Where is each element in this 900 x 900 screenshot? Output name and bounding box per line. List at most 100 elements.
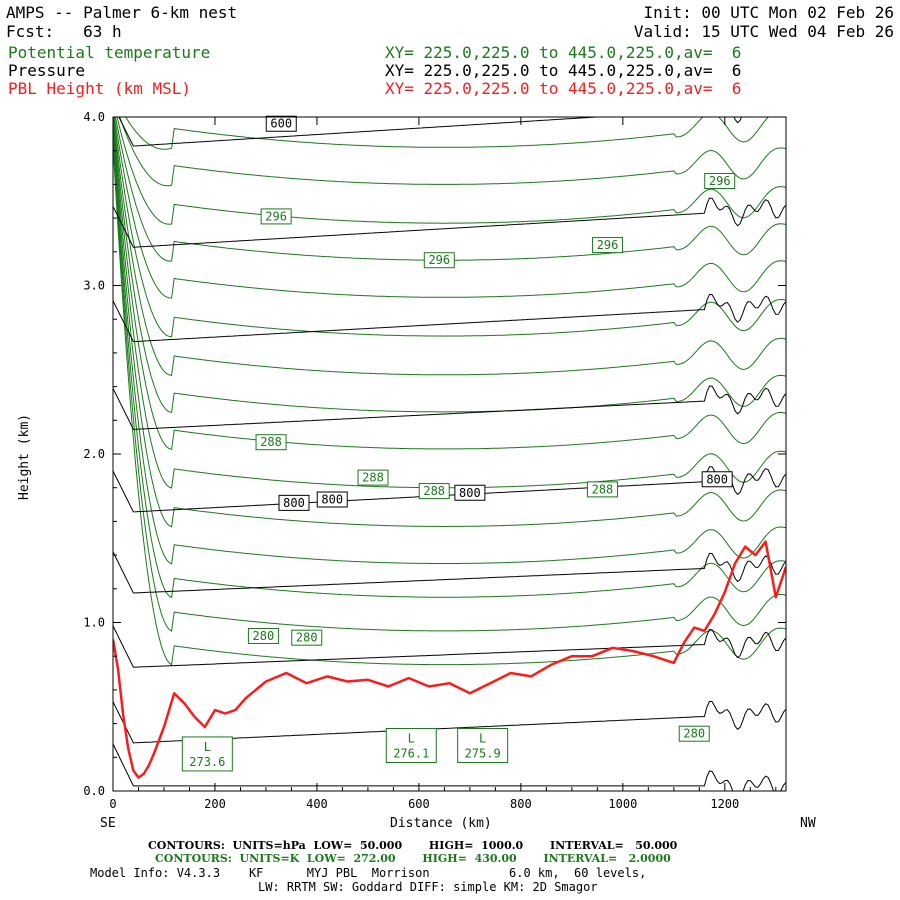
theta-contours <box>113 72 786 666</box>
theta-contour-line <box>113 137 786 599</box>
theta-contour-label-box <box>678 725 710 742</box>
theta-contour-line <box>113 72 786 112</box>
theta-contour-line <box>113 122 786 451</box>
theta-contour-label-box <box>260 208 292 225</box>
theta-contour-line <box>116 117 786 225</box>
theta-contour-label-box <box>357 469 389 486</box>
theta-contour-label-box <box>255 434 287 451</box>
theta-contour-label: 296 <box>597 238 619 252</box>
low-center-value: 275.9 <box>465 747 501 761</box>
theta-contour-label-box <box>423 252 455 269</box>
axes: 0 200 400 600 800 1000 1200 0.0 1.0 2.0 3.0 4.0 <box>83 110 786 811</box>
theta-contour-label: 288 <box>362 471 384 485</box>
valid-time: Valid: 15 UTC Wed 04 Feb 26 <box>633 22 894 41</box>
pressure-contour-label: 800 <box>706 472 728 486</box>
init-time: Init: 00 UTC Mon 02 Feb 26 <box>643 3 894 22</box>
theta-contour-label: 296 <box>709 174 731 188</box>
theta-contour-line <box>113 143 786 666</box>
pbl-height-line <box>113 540 786 779</box>
y-tick-label: 1.0 <box>83 616 105 630</box>
y-tick-label: 0.0 <box>83 784 105 798</box>
pressure-contour-label-box <box>454 484 486 501</box>
low-center-letter: L <box>204 740 211 754</box>
footer-pressure-contours: CONTOURS: UNITS=hPa LOW= 50.000 HIGH= 10… <box>148 839 678 852</box>
theta-contour-line <box>113 117 786 376</box>
pressure-contour-label: 800 <box>321 492 343 506</box>
pressure-contour-label: 800 <box>459 486 481 500</box>
x-tick-label: 200 <box>204 797 226 811</box>
theta-contour-label-box <box>247 627 279 644</box>
x-axis-title: Distance (km) <box>390 816 492 831</box>
pressure-contour-label: 800 <box>283 496 305 510</box>
field-label-pbl: PBL Height (km MSL) <box>8 79 192 98</box>
theta-contour-line <box>113 117 786 338</box>
pressure-contour-label-box <box>701 471 733 488</box>
pressure-contour-line <box>118 117 743 147</box>
theta-contour-line <box>114 117 786 262</box>
pressure-contour-line <box>113 551 786 594</box>
forecast-hour: Fcst: 63 h <box>6 22 122 41</box>
theta-contour-label-box <box>291 629 323 646</box>
y-axis-title: Height (km) <box>17 413 32 500</box>
x-axis-left-end: SE <box>100 816 116 831</box>
pressure-contour-line <box>113 743 786 791</box>
low-center-letter: L <box>479 732 486 746</box>
low-center-value: 276.1 <box>393 747 429 761</box>
x-tick-label: 400 <box>306 797 328 811</box>
pressure-contour-label-box <box>265 115 297 132</box>
chart-title: AMPS -- Palmer 6-km nest <box>6 3 238 22</box>
field-label-pressure: Pressure <box>8 61 86 80</box>
pressure-contour-line <box>113 385 786 430</box>
theta-contour-line <box>113 126 786 489</box>
theta-contour-label-box <box>704 173 736 190</box>
theta-contour-label: 288 <box>592 482 614 496</box>
theta-contour-label: 288 <box>423 484 445 498</box>
x-tick-label: 800 <box>510 797 532 811</box>
field-label-theta: Potential temperature <box>8 43 211 62</box>
x-axis-right-end: NW <box>800 816 816 831</box>
theta-contour-label-box <box>418 483 450 500</box>
theta-contour-line <box>119 117 786 187</box>
y-tick-label: 4.0 <box>83 110 105 124</box>
pressure-contour-line <box>113 625 786 668</box>
pressure-contours <box>113 117 786 791</box>
theta-contour-label-box <box>592 237 624 254</box>
low-center-letter: L <box>408 732 415 746</box>
theta-contour-line <box>113 140 786 632</box>
pressure-contour-line <box>113 293 786 343</box>
contour-labels: 296 296 296 296 288 288 288 288 280 280 280 600 800 8… <box>181 115 736 772</box>
pbl-height-series <box>113 540 786 779</box>
y-tick-label: 3.0 <box>83 279 105 293</box>
theta-contour-line <box>125 117 770 150</box>
theta-contour-label-box <box>586 481 618 498</box>
y-tick-label: 2.0 <box>83 447 105 461</box>
x-tick-label: 0 <box>109 797 116 811</box>
theta-contour-line <box>113 118 786 414</box>
x-tick-label: 600 <box>408 797 430 811</box>
low-center-box <box>457 728 509 764</box>
theta-contour-label: 288 <box>260 435 282 449</box>
low-center-value: 273.6 <box>189 755 225 769</box>
low-center-box <box>181 736 233 772</box>
footer-physics: LW: RRTM SW: Goddard DIFF: simple KM: 2D… <box>258 880 598 894</box>
theta-contour-label: 296 <box>265 209 287 223</box>
pressure-contour-label: 600 <box>270 117 292 131</box>
theta-contour-label: 280 <box>296 631 318 645</box>
theta-contour-line <box>113 117 786 299</box>
xy-theta: XY= 225.0,225.0 to 445.0,225.0,av= 6 <box>385 43 742 62</box>
theta-contour-label: 280 <box>683 727 705 741</box>
theta-contour-line <box>113 133 786 565</box>
theta-contour-label: 296 <box>428 253 450 267</box>
pressure-contour-label-box <box>278 494 310 511</box>
pressure-contour-line <box>113 197 786 248</box>
theta-contour-line <box>113 130 786 528</box>
theta-contour-label: 280 <box>253 629 275 643</box>
footer-theta-contours: CONTOURS: UNITS=K LOW= 272.00 HIGH= 430.… <box>155 852 671 865</box>
xy-pressure: XY= 225.0,225.0 to 445.0,225.0,av= 6 <box>385 61 742 80</box>
pressure-contour-label-box <box>316 491 348 508</box>
x-tick-label: 1200 <box>710 797 739 811</box>
low-center-box <box>385 728 437 764</box>
x-tick-label: 1000 <box>608 797 637 811</box>
footer-model-info: Model Info: V4.3.3 KF MYJ PBL Morrison 6… <box>90 866 647 880</box>
